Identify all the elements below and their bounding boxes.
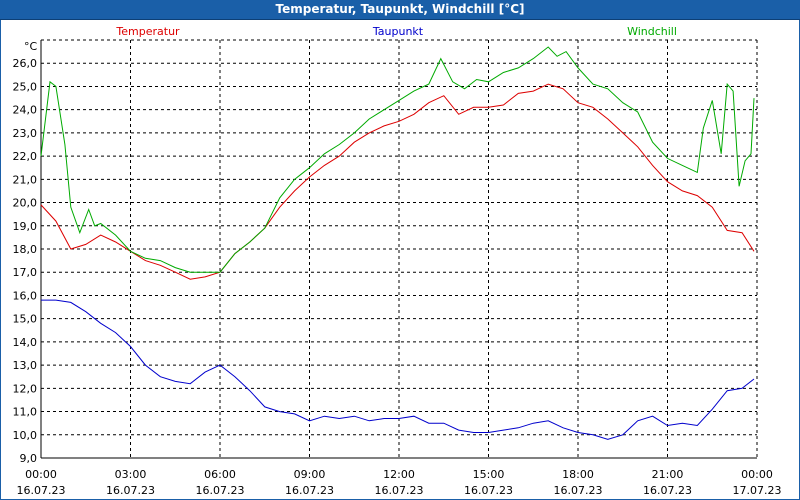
legend-entry-windchill: Windchill	[627, 25, 677, 38]
x-tick-time-label: 15:00	[473, 468, 505, 481]
chart-title: Temperatur, Taupunkt, Windchill [°C]	[275, 2, 525, 16]
x-tick-date-label: 16.07.23	[285, 484, 334, 497]
x-tick-date-label: 16.07.23	[375, 484, 424, 497]
x-tick-date-label: 16.07.23	[17, 484, 66, 497]
x-tick-date-label: 16.07.23	[196, 484, 245, 497]
x-tick-date-label: 16.07.23	[464, 484, 513, 497]
y-tick-label: 11,0	[13, 406, 38, 419]
y-tick-label: 13,0	[13, 359, 38, 372]
x-tick-time-label: 03:00	[115, 468, 147, 481]
y-unit-label: °C	[24, 40, 38, 53]
x-tick-time-label: 06:00	[204, 468, 236, 481]
x-tick-time-label: 00:00	[25, 468, 57, 481]
y-tick-label: 24,0	[13, 104, 38, 117]
y-tick-label: 25,0	[13, 80, 38, 93]
y-tick-label: 21,0	[13, 173, 38, 186]
y-tick-label: 26,0	[13, 57, 38, 70]
x-tick-time-label: 18:00	[562, 468, 594, 481]
y-tick-label: 17,0	[13, 266, 38, 279]
y-tick-label: 14,0	[13, 336, 38, 349]
series-line-temperatur	[40, 83, 755, 280]
y-tick-label: 23,0	[13, 127, 38, 140]
x-tick-time-label: 12:00	[383, 468, 415, 481]
legend-entry-temperatur: Temperatur	[115, 25, 180, 38]
y-tick-label: 15,0	[13, 313, 38, 326]
x-tick-time-label: 09:00	[294, 468, 326, 481]
y-tick-label: 10,0	[13, 429, 38, 442]
y-tick-label: 16,0	[13, 289, 38, 302]
series-line-taupunkt	[41, 299, 755, 440]
x-tick-time-label: 00:00	[741, 468, 773, 481]
x-tick-time-label: 21:00	[652, 468, 684, 481]
title-bar: Temperatur, Taupunkt, Windchill [°C]	[0, 0, 800, 20]
x-tick-date-label: 16.07.23	[643, 484, 692, 497]
y-tick-label: 22,0	[13, 150, 38, 163]
x-tick-date-label: 16.07.23	[554, 484, 603, 497]
x-tick-date-label: 17.07.23	[733, 484, 782, 497]
y-tick-label: 18,0	[13, 243, 38, 256]
x-tick-date-label: 16.07.23	[106, 484, 155, 497]
legend-entry-taupunkt: Taupunkt	[372, 25, 424, 38]
y-tick-label: 19,0	[13, 220, 38, 233]
series-line-windchill	[40, 46, 755, 273]
y-tick-label: 9,0	[20, 452, 38, 465]
y-tick-label: 12,0	[13, 382, 38, 395]
y-tick-label: 20,0	[13, 197, 38, 210]
